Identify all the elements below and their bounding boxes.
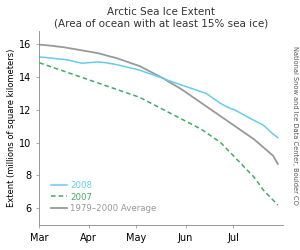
- Legend: 2008, 2007, 1979–2000 Average: 2008, 2007, 1979–2000 Average: [51, 181, 156, 213]
- Title: Arctic Sea Ice Extent
(Area of ocean with at least 15% sea ice): Arctic Sea Ice Extent (Area of ocean wit…: [54, 7, 268, 28]
- Text: National Snow and Ice Data Center, Boulder CO: National Snow and Ice Data Center, Bould…: [292, 46, 298, 204]
- Y-axis label: Extent (millions of square kilometers): Extent (millions of square kilometers): [7, 48, 16, 207]
